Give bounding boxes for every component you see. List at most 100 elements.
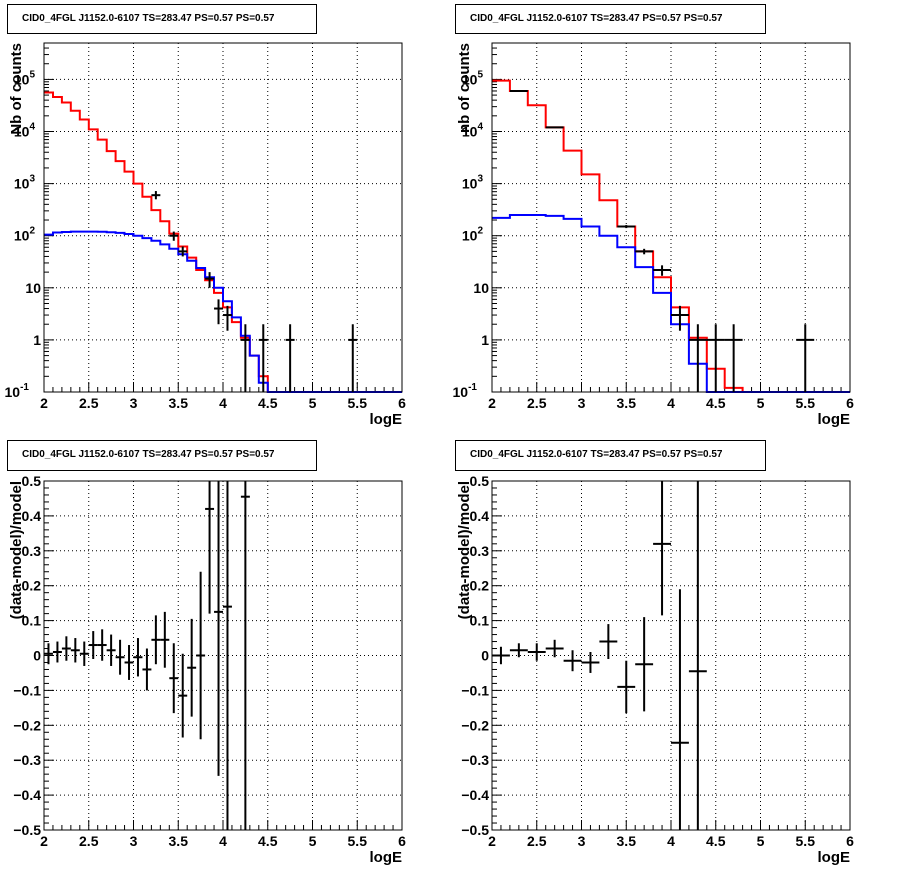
x-tick-label: 5 bbox=[309, 833, 317, 849]
y-axis-title: nb of counts bbox=[456, 43, 473, 133]
data-point bbox=[545, 126, 564, 129]
x-tick-label: 2 bbox=[488, 833, 496, 849]
data-point bbox=[133, 638, 143, 677]
x-tick-label: 3.5 bbox=[169, 395, 189, 411]
y-tick-label: 10 bbox=[25, 280, 41, 296]
grid bbox=[44, 481, 402, 830]
x-tick-labels: 2 2.5 3 3.5 4 4.5 5 5.5 6 bbox=[40, 833, 406, 849]
data-point bbox=[205, 481, 215, 614]
chart-title: CID0_4FGL J1152.0-6107 TS=283.47 PS=0.57… bbox=[7, 4, 317, 34]
data-point bbox=[142, 648, 152, 691]
y-tick-label: 0.4 bbox=[22, 508, 42, 524]
y-tick-label: 102 bbox=[462, 226, 484, 244]
y-tick-label: 102 bbox=[14, 226, 36, 244]
data-point bbox=[223, 305, 232, 331]
x-tick-labels: 2 2.5 3 3.5 4 4.5 5 5.5 6 bbox=[488, 395, 854, 411]
data-point bbox=[563, 650, 582, 672]
y-tick-label: 0 bbox=[481, 648, 489, 664]
chart-title: CID0_4FGL J1152.0-6107 TS=283.47 PS=0.57… bbox=[7, 440, 317, 471]
y-tick-label: 10-1 bbox=[453, 382, 478, 400]
data-point bbox=[151, 615, 161, 665]
plot-frame bbox=[491, 480, 851, 831]
pad-bottom-right: 2 2.5 3 3.5 4 4.5 5 5.5 6 −0.5 −0.4 −0.3 −0.2 −0.1 0 0.… bbox=[449, 437, 898, 875]
grid bbox=[492, 481, 850, 830]
x-tick-label: 3 bbox=[578, 395, 586, 411]
y-tick-label: 1 bbox=[33, 332, 41, 348]
x-tick-label: 4.5 bbox=[258, 833, 278, 849]
data-point bbox=[527, 643, 546, 661]
y-axis-title: (data-model)/model bbox=[8, 481, 25, 619]
data-point bbox=[599, 624, 618, 659]
data-point bbox=[61, 636, 71, 661]
y-tick-label: 1 bbox=[481, 332, 489, 348]
data-point bbox=[214, 299, 223, 325]
data-point bbox=[178, 653, 188, 738]
x-tick-label: 2 bbox=[40, 395, 48, 411]
y-tick-exponent: 5 bbox=[29, 69, 35, 80]
data-point bbox=[70, 638, 80, 663]
y-tick-label: 0.2 bbox=[470, 578, 490, 594]
y-tick-label: −0.3 bbox=[461, 752, 489, 768]
data-point bbox=[223, 481, 232, 830]
series-data bbox=[151, 191, 358, 392]
x-tick-label: 4 bbox=[667, 395, 675, 411]
pad-top-right: 2 2.5 3 3.5 4 4.5 5 5.5 6 10-1 1 10 102 103 104 105 logE… bbox=[449, 0, 898, 437]
x-tick-label: 3.5 bbox=[617, 833, 637, 849]
x-tick-labels: 2 2.5 3 3.5 4 4.5 5 5.5 6 bbox=[40, 395, 406, 411]
y-tick-exponent: 2 bbox=[477, 226, 483, 237]
y-tick-exponent: 3 bbox=[477, 174, 483, 185]
data-point bbox=[671, 305, 689, 331]
x-axis-title: logE bbox=[818, 849, 851, 866]
y-tick-label: 0.2 bbox=[22, 578, 42, 594]
pad-bottom-left: 2 2.5 3 3.5 4 4.5 5 5.5 6 −0.5 −0.4 −0.3 −0.2 −0.1 0 0.… bbox=[0, 437, 449, 875]
data-point bbox=[187, 618, 197, 717]
x-axis-title: logE bbox=[370, 849, 403, 866]
data-point bbox=[635, 617, 654, 712]
y-tick-label: 0.3 bbox=[470, 543, 490, 559]
y-tick-label: 10 bbox=[473, 280, 489, 296]
x-tick-label: 2.5 bbox=[79, 833, 99, 849]
x-tick-label: 4.5 bbox=[706, 833, 726, 849]
y-tick-label: −0.2 bbox=[13, 717, 41, 733]
x-tick-label: 4 bbox=[667, 833, 675, 849]
plot-frame bbox=[491, 42, 851, 393]
x-tick-labels: 2 2.5 3 3.5 4 4.5 5 5.5 6 bbox=[488, 833, 854, 849]
y-tick-label: −0.3 bbox=[13, 752, 41, 768]
x-tick-label: 5.5 bbox=[796, 395, 816, 411]
data-point bbox=[115, 639, 125, 675]
x-axis-title: logE bbox=[818, 411, 851, 428]
series-data bbox=[509, 89, 815, 392]
data-point bbox=[79, 641, 89, 666]
x-tick-label: 2.5 bbox=[79, 395, 99, 411]
plot-area bbox=[491, 42, 851, 393]
data-point bbox=[581, 652, 600, 673]
data-point bbox=[688, 481, 707, 830]
x-tick-label: 5 bbox=[309, 395, 317, 411]
data-point bbox=[617, 225, 636, 229]
data-point bbox=[214, 481, 223, 776]
x-tick-label: 2.5 bbox=[527, 833, 547, 849]
x-tick-label: 5.5 bbox=[796, 833, 816, 849]
data-point bbox=[106, 634, 116, 666]
y-tick-label: 0.5 bbox=[22, 473, 42, 489]
plot-area bbox=[43, 480, 403, 831]
plot-area bbox=[491, 480, 851, 831]
y-tick-label: 0.4 bbox=[470, 508, 490, 524]
data-point bbox=[169, 231, 179, 241]
ticks bbox=[43, 42, 403, 393]
y-tick-label: 10-1 bbox=[5, 382, 30, 400]
x-tick-label: 6 bbox=[398, 833, 406, 849]
x-tick-label: 3 bbox=[578, 833, 586, 849]
data-point bbox=[240, 481, 250, 830]
x-tick-label: 5.5 bbox=[348, 833, 368, 849]
plot-frame bbox=[43, 42, 403, 393]
data-point bbox=[151, 191, 161, 200]
y-tick-label: −0.4 bbox=[461, 787, 489, 803]
chart-svg-2: 2 2.5 3 3.5 4 4.5 5 5.5 6 −0.5 −0.4 −0.3 −0.2 −0.1 0 0.… bbox=[8, 473, 406, 866]
chart-title: CID0_4FGL J1152.0-6107 TS=283.47 PS=0.57… bbox=[455, 440, 766, 471]
data-point bbox=[160, 611, 170, 668]
data-point bbox=[706, 324, 725, 392]
x-tick-label: 4 bbox=[219, 395, 227, 411]
data-point bbox=[124, 645, 134, 680]
y-tick-exponent: -1 bbox=[468, 382, 477, 393]
